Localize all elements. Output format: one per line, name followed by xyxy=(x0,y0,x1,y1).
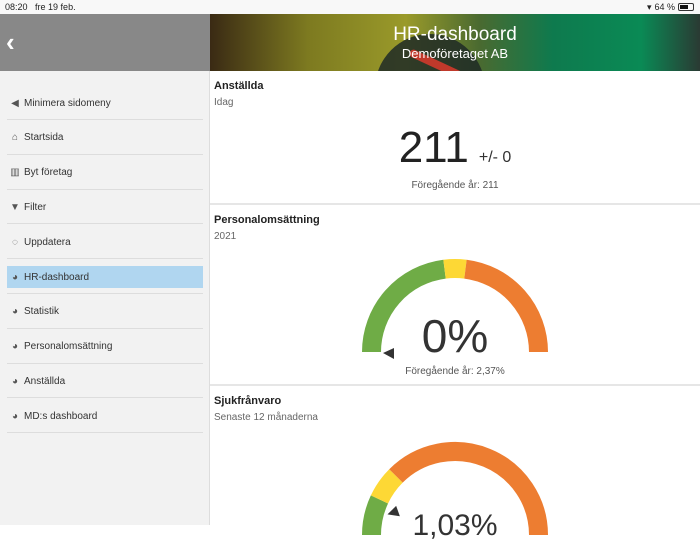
gauge-band-yellow xyxy=(443,259,467,279)
gauge-band-green xyxy=(362,259,447,353)
pie-chart-icon: ◕ xyxy=(11,341,19,353)
home-icon: ⌂ xyxy=(11,132,19,144)
card-title: Personalomsättning xyxy=(214,214,320,226)
sidebar-item-label: Uppdatera xyxy=(24,236,71,248)
sidebar-item-byt-företag[interactable]: ▥ Byt företag xyxy=(7,162,203,184)
gauge-pointer xyxy=(387,505,400,517)
page-subtitle: Demoföretaget AB xyxy=(401,46,509,61)
turnover-previous: Föregående år: 2,37% xyxy=(405,366,505,377)
sidebar-divider xyxy=(7,397,203,399)
sick-value: 1,03% xyxy=(412,509,498,542)
sidebar: ◀ Minimera sidomeny ⌂ Startsida ▥ Byt företag… xyxy=(0,71,210,525)
pie-chart-icon: ◕ xyxy=(11,375,19,387)
sidebar-divider xyxy=(7,432,203,434)
back-button[interactable]: ‹ xyxy=(6,14,15,71)
employees-previous: Föregående år: 211 xyxy=(411,180,499,191)
filter-icon: ▼ xyxy=(10,201,20,213)
pie-chart-icon: ◕ xyxy=(11,410,19,422)
sidebar-item-minimera-sidomeny[interactable]: ◀ Minimera sidomeny xyxy=(7,92,203,114)
employees-value: 211 +/- 0 xyxy=(398,123,512,172)
sidebar-item-anställda[interactable]: ◕ Anställda xyxy=(7,370,203,392)
header-left xyxy=(0,14,210,71)
divider xyxy=(210,384,700,386)
sidebar-item-label: Minimera sidomeny xyxy=(24,97,111,109)
sidebar-divider xyxy=(7,327,203,329)
wifi-icon: ▾ xyxy=(646,2,652,12)
sidebar-item-hr-dashboard[interactable]: ◕ HR-dashboard xyxy=(7,266,203,288)
sidebar-item-label: Personalomsättning xyxy=(24,341,113,353)
sidebar-item-label: HR-dashboard xyxy=(24,271,90,283)
sidebar-item-label: Startsida xyxy=(24,132,64,144)
building-icon: ▥ xyxy=(10,167,20,179)
sidebar-item-label: Filter xyxy=(24,201,47,213)
sidebar-item-startsida[interactable]: ⌂ Startsida xyxy=(7,127,203,149)
card-subtitle: 2021 xyxy=(214,231,237,242)
sidebar-item-uppdatera[interactable]: ◌ Uppdatera xyxy=(7,231,203,253)
gauge-pointer xyxy=(383,348,394,359)
gauge-band-orange xyxy=(389,442,548,536)
card-subtitle: Idag xyxy=(214,97,234,108)
status-time: 08:20 fre 19 feb. xyxy=(5,2,76,12)
main-content: Anställda Idag 211 +/- 0 Föregående år: 2… xyxy=(210,71,700,542)
sidebar-divider xyxy=(7,223,203,225)
turnover-value: 0% xyxy=(421,310,489,362)
battery-icon xyxy=(678,3,694,11)
pie-chart-icon: ◕ xyxy=(11,271,19,283)
sidebar-divider xyxy=(7,119,203,120)
page-title: HR-dashboard xyxy=(393,24,517,45)
sidebar-item-label: Statistik xyxy=(24,306,60,318)
divider xyxy=(210,203,700,205)
sidebar-item-label: Anställda xyxy=(24,375,66,387)
sidebar-item-personalomsättning[interactable]: ◕ Personalomsättning xyxy=(7,336,203,358)
pie-chart-icon: ◕ xyxy=(11,306,19,318)
battery-percent: 64 % xyxy=(654,2,675,12)
card-title: Sjukfrånvaro xyxy=(214,395,282,407)
sidebar-item-label: MD:s dashboard xyxy=(24,410,98,422)
sidebar-divider xyxy=(7,258,203,260)
sidebar-item-statistik[interactable]: ◕ Statistik xyxy=(7,301,203,323)
status-bar: 08:20 fre 19 feb. ▾ 64 % xyxy=(0,0,700,14)
sidebar-divider xyxy=(7,362,203,364)
sidebar-item-label: Byt företag xyxy=(24,167,73,179)
gauge-band-yellow xyxy=(370,469,403,504)
gauge-band-orange xyxy=(463,259,548,353)
caret-left-icon: ◀ xyxy=(11,97,19,109)
refresh-icon: ◌ xyxy=(12,236,18,248)
card-title: Anställda xyxy=(214,80,264,92)
sidebar-divider xyxy=(7,153,203,155)
turnover-gauge xyxy=(362,259,548,359)
sidebar-divider xyxy=(7,188,203,190)
chevron-left-icon: ‹ xyxy=(6,27,15,57)
header-banner xyxy=(210,14,700,71)
sidebar-item-filter[interactable]: ▼ Filter xyxy=(7,196,203,218)
card-subtitle: Senaste 12 månaderna xyxy=(214,412,318,423)
sidebar-item-md-s-dashboard[interactable]: ◕ MD:s dashboard xyxy=(7,405,203,427)
sidebar-divider xyxy=(7,293,203,294)
